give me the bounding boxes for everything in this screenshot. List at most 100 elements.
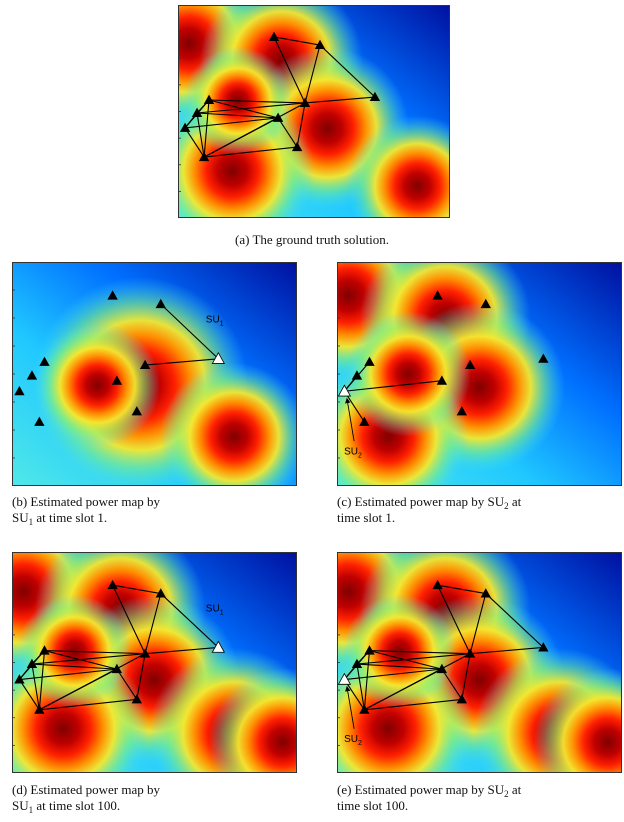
node <box>351 370 363 380</box>
link <box>160 593 219 648</box>
hot-spot <box>345 311 471 437</box>
caption: (b) Estimated power map by SU1 at time sl… <box>12 494 161 527</box>
node <box>480 588 491 598</box>
node <box>291 141 303 152</box>
link <box>31 663 40 710</box>
node <box>107 290 118 300</box>
hot-spot <box>533 667 622 773</box>
map-border <box>337 552 622 773</box>
node <box>203 94 215 104</box>
link <box>31 653 146 665</box>
su-label: SU2 <box>344 734 362 747</box>
link <box>485 593 544 648</box>
caption-text: time slot 1. <box>337 510 396 525</box>
node <box>299 97 311 107</box>
secondary-user <box>337 384 352 397</box>
caption-text: at time slot 1. <box>33 510 108 525</box>
link <box>364 698 462 711</box>
node <box>39 356 50 366</box>
link <box>437 584 471 654</box>
caption-text: SU <box>12 798 29 813</box>
secondary-user <box>211 640 226 653</box>
link <box>116 668 138 700</box>
node <box>364 356 375 366</box>
link <box>19 668 117 681</box>
link <box>356 663 365 710</box>
link <box>441 668 463 700</box>
caption-text: at <box>508 782 522 797</box>
su-label: SU1 <box>206 314 224 327</box>
node <box>26 658 38 669</box>
hot-spot <box>346 115 450 218</box>
link <box>39 668 118 711</box>
link <box>364 668 443 711</box>
node <box>198 151 210 162</box>
label-arrow <box>345 685 355 729</box>
node <box>456 406 468 416</box>
link <box>197 112 279 119</box>
su-label: SU2 <box>344 447 362 460</box>
node <box>34 416 45 426</box>
node <box>111 375 123 385</box>
node <box>26 370 38 380</box>
link <box>273 36 321 46</box>
node <box>139 359 151 370</box>
link <box>44 650 146 655</box>
caption-line: (e) Estimated power map by SU2 at <box>337 782 522 799</box>
caption-line: (a) The ground truth solution. <box>235 232 389 248</box>
node <box>268 31 280 41</box>
link <box>44 650 118 670</box>
su-label-base: SU <box>344 734 358 745</box>
caption: (e) Estimated power map by SU2 at time sl… <box>337 782 521 814</box>
node <box>359 416 370 426</box>
node <box>364 645 375 655</box>
link <box>204 146 298 158</box>
link <box>344 668 442 681</box>
link <box>437 584 486 595</box>
caption: (d) Estimated power map by SU1 at time sl… <box>12 782 161 815</box>
link <box>39 698 137 711</box>
link <box>208 99 279 119</box>
link <box>31 663 117 670</box>
node <box>14 385 25 396</box>
link <box>185 117 279 129</box>
secondary-user <box>337 672 352 685</box>
map-border <box>12 262 297 486</box>
map-border <box>337 262 622 486</box>
node <box>191 107 203 117</box>
node <box>538 642 549 652</box>
node <box>179 122 191 132</box>
caption-text: (b) Estimated power map by <box>12 494 161 509</box>
node <box>111 663 123 674</box>
caption-text: at time slot 100. <box>33 798 121 813</box>
caption-text: (d) Estimated power map by <box>12 782 161 797</box>
node <box>464 359 476 370</box>
link <box>203 117 279 158</box>
node <box>314 39 326 50</box>
link <box>356 653 471 665</box>
power-map <box>178 5 450 218</box>
node <box>351 658 363 669</box>
link <box>470 646 544 655</box>
node <box>456 694 468 704</box>
node <box>34 704 45 714</box>
link <box>196 102 306 114</box>
su-label-base: SU <box>206 604 220 615</box>
link <box>469 593 487 654</box>
link <box>18 679 40 711</box>
node <box>369 91 381 102</box>
caption-subscript: 2 <box>504 789 509 799</box>
hot-spot <box>160 362 297 486</box>
node <box>39 645 50 655</box>
node <box>155 588 166 598</box>
power-map: SU1 <box>12 552 297 773</box>
su-label-sub: 2 <box>358 740 362 747</box>
caption-subscript: 1 <box>28 517 34 527</box>
caption-subscript: 2 <box>504 501 509 511</box>
link <box>296 102 306 148</box>
link <box>304 96 375 104</box>
node <box>432 579 443 590</box>
node <box>538 353 549 363</box>
link <box>369 650 443 670</box>
